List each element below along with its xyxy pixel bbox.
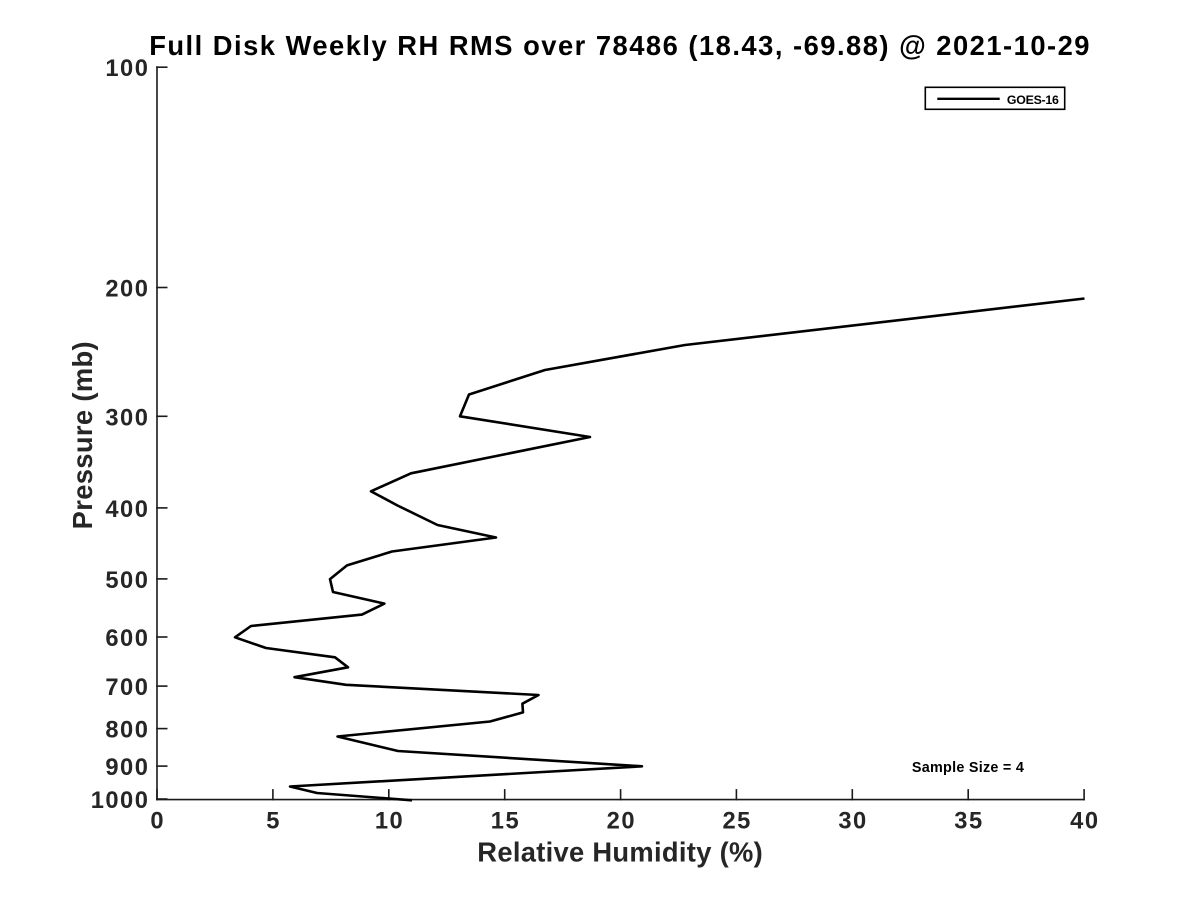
svg-text:Pressure (mb): Pressure (mb)	[67, 341, 98, 529]
svg-text:700: 700	[105, 675, 149, 701]
svg-text:400: 400	[105, 497, 149, 523]
svg-text:900: 900	[105, 755, 149, 781]
svg-text:35: 35	[954, 808, 983, 834]
svg-text:30: 30	[838, 808, 867, 834]
svg-text:300: 300	[105, 405, 149, 431]
svg-text:1000: 1000	[91, 788, 150, 814]
svg-text:15: 15	[491, 808, 520, 834]
svg-text:20: 20	[607, 808, 636, 834]
svg-text:500: 500	[105, 568, 149, 594]
svg-text:0: 0	[150, 808, 165, 834]
svg-text:5: 5	[266, 808, 281, 834]
svg-text:200: 200	[105, 276, 149, 302]
svg-text:GOES-16: GOES-16	[1007, 93, 1059, 107]
svg-text:600: 600	[105, 626, 149, 652]
svg-text:100: 100	[105, 56, 149, 82]
svg-text:25: 25	[722, 808, 751, 834]
svg-text:800: 800	[105, 718, 149, 744]
svg-text:40: 40	[1070, 808, 1099, 834]
svg-text:Sample Size = 4: Sample Size = 4	[912, 760, 1024, 776]
svg-text:10: 10	[375, 808, 404, 834]
svg-text:Relative Humidity (%): Relative Humidity (%)	[477, 837, 763, 868]
svg-text:Full Disk Weekly RH RMS over 7: Full Disk Weekly RH RMS over 78486 (18.4…	[149, 30, 1091, 61]
